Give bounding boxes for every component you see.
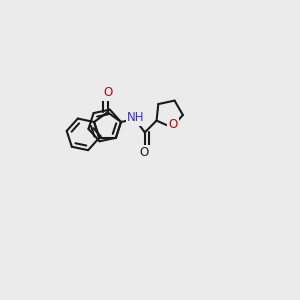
Text: O: O — [139, 146, 148, 159]
Text: O: O — [168, 118, 178, 131]
Text: O: O — [103, 86, 112, 99]
Text: NH: NH — [127, 111, 145, 124]
